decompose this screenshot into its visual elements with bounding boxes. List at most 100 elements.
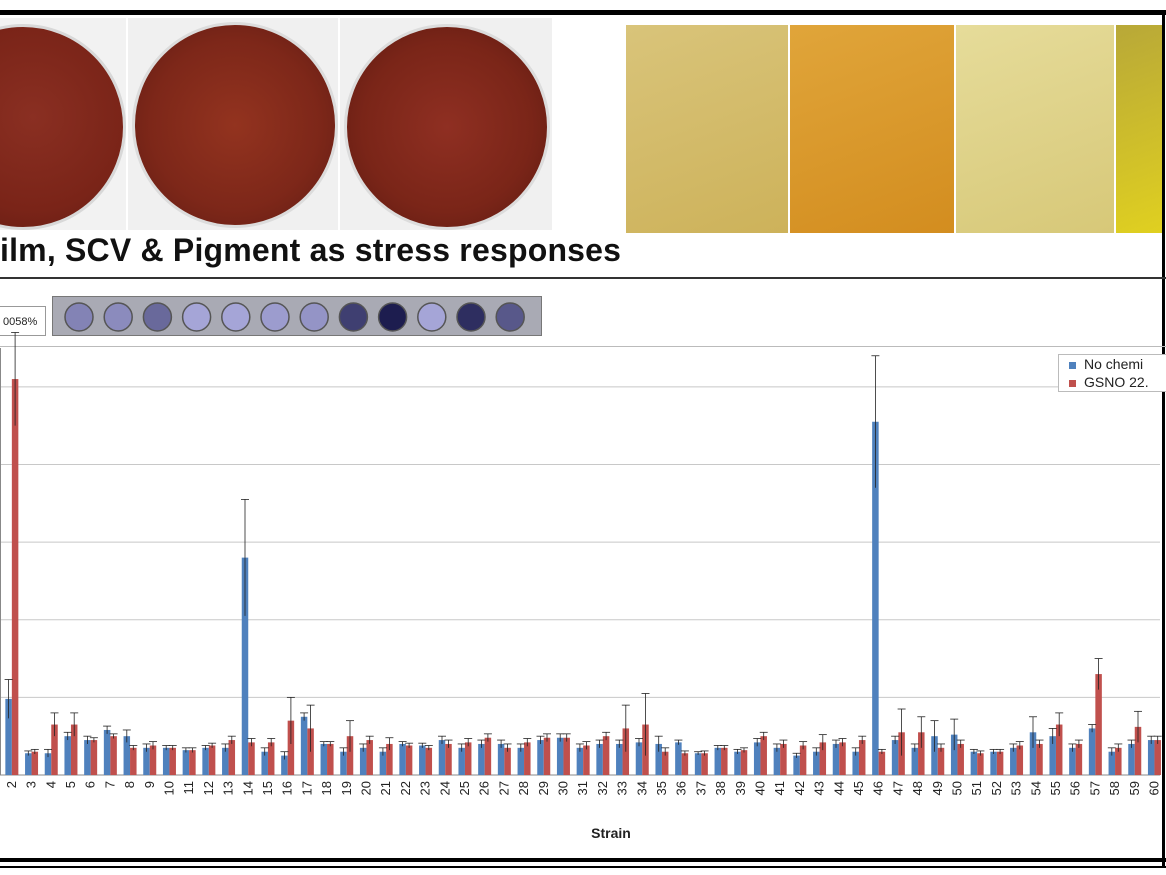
pigment-photo-4 (1116, 25, 1162, 233)
legend-item-gsno: GSNO 22. (1069, 373, 1149, 391)
bar-no-chemi-strain-31 (576, 747, 584, 775)
x-tick-label: 16 (280, 781, 295, 795)
bar-no-chemi-strain-17 (300, 716, 308, 775)
bar-no-chemi-strain-47 (891, 740, 899, 775)
bar-no-chemi-strain-24 (438, 740, 446, 775)
bar-no-chemi-strain-10 (162, 747, 170, 775)
bar-no-chemi-strain-43 (813, 751, 820, 775)
bar-gsno-strain-14 (248, 742, 255, 775)
bar-no-chemi-strain-23 (419, 745, 426, 775)
title-divider (0, 277, 1166, 279)
bar-no-chemi-strain-21 (379, 751, 387, 775)
legend-swatch-red (1069, 379, 1076, 387)
slide-title: ilm, SCV & Pigment as stress responses (0, 232, 622, 268)
x-tick-label: 13 (221, 781, 236, 795)
bar-gsno-strain-5 (70, 724, 78, 775)
well (495, 302, 525, 332)
x-tick-label: 58 (1107, 781, 1122, 795)
x-tick-label: 20 (358, 781, 373, 795)
x-tick-label: 59 (1127, 781, 1142, 795)
x-tick-label: 35 (654, 781, 669, 795)
bar-no-chemi-strain-5 (64, 736, 71, 775)
bar-gsno-strain-25 (464, 742, 472, 775)
x-tick-label: 47 (890, 781, 905, 795)
top-border (0, 10, 1166, 15)
bar-no-chemi-strain-8 (123, 736, 131, 775)
x-tick-label: 12 (201, 781, 216, 795)
pigment-photo-2 (790, 25, 954, 233)
x-tick-label: 41 (772, 781, 787, 795)
bar-no-chemi-strain-41 (773, 747, 781, 775)
bar-no-chemi-strain-12 (202, 747, 209, 775)
x-tick-label: 3 (24, 781, 39, 788)
blood-agar-photo-2 (128, 18, 338, 230)
x-tick-label: 2 (4, 781, 19, 788)
x-tick-label: 28 (516, 781, 531, 795)
x-tick-label: 31 (575, 781, 590, 795)
bar-no-chemi-strain-3 (25, 753, 32, 775)
x-tick-label: 30 (555, 781, 570, 795)
bar-no-chemi-strain-13 (222, 747, 229, 775)
well (456, 302, 486, 332)
bar-gsno-strain-35 (661, 751, 669, 775)
x-tick-label: 34 (634, 781, 649, 795)
bar-no-chemi-strain-33 (616, 743, 623, 775)
well-strip-graphic (64, 302, 525, 332)
bar-gsno-strain-21 (386, 743, 393, 775)
bar-gsno-strain-44 (839, 742, 846, 775)
bar-gsno-strain-39 (740, 750, 748, 775)
bar-gsno-strain-53 (1016, 745, 1024, 775)
bar-gsno-strain-13 (228, 740, 236, 775)
right-border (1162, 10, 1165, 868)
bar-no-chemi-strain-39 (734, 751, 741, 775)
x-tick-label: 17 (299, 781, 314, 795)
bar-no-chemi-strain-42 (793, 755, 800, 775)
bar-no-chemi-strain-58 (1108, 751, 1116, 775)
bar-gsno-strain-43 (819, 742, 827, 775)
bar-no-chemi-strain-6 (84, 740, 91, 775)
x-tick-label: 60 (1146, 781, 1161, 795)
bar-no-chemi-strain-51 (970, 751, 978, 775)
legend-item-no-chemi: No chemi (1069, 355, 1143, 373)
x-tick-label: 23 (418, 781, 433, 795)
bar-gsno-strain-8 (130, 747, 137, 775)
bar-gsno-strain-15 (267, 742, 275, 775)
well (221, 302, 251, 332)
bar-gsno-strain-31 (583, 745, 590, 775)
bar-gsno-strain-32 (602, 736, 610, 775)
x-tick-label: 49 (930, 781, 945, 795)
bar-gsno-strain-50 (957, 743, 964, 775)
bar-gsno-strain-26 (484, 737, 492, 775)
x-tick-label: 25 (457, 781, 472, 795)
x-tick-label: 56 (1068, 781, 1083, 795)
bar-gsno-strain-40 (760, 736, 767, 775)
bar-gsno-strain-42 (799, 745, 807, 775)
bar-no-chemi-strain-14 (241, 557, 249, 775)
bar-no-chemi-strain-38 (714, 747, 722, 775)
bar-gsno-strain-48 (918, 732, 925, 775)
bar-gsno-strain-7 (110, 736, 117, 775)
x-tick-label: 6 (83, 781, 98, 788)
bar-gsno-strain-3 (31, 751, 39, 775)
bar-gsno-strain-9 (149, 745, 157, 775)
bar-no-chemi-strain-16 (281, 755, 288, 775)
bar-gsno-strain-20 (366, 740, 373, 775)
bar-gsno-strain-37 (701, 753, 708, 775)
bar-gsno-strain-56 (1075, 743, 1083, 775)
x-tick-label: 19 (339, 781, 354, 795)
x-tick-label: 38 (713, 781, 728, 795)
bar-no-chemi-strain-9 (143, 747, 150, 775)
bar-gsno-strain-59 (1134, 726, 1142, 775)
bar-no-chemi-strain-40 (753, 742, 761, 775)
x-tick-label: 26 (477, 781, 492, 795)
bar-gsno-strain-55 (1055, 724, 1063, 775)
bar-no-chemi-strain-26 (478, 743, 485, 775)
bar-no-chemi-strain-37 (694, 753, 702, 775)
bar-gsno-strain-19 (346, 736, 354, 775)
bar-no-chemi-strain-35 (655, 743, 662, 775)
bar-gsno-strain-54 (1036, 743, 1043, 775)
x-tick-label: 10 (161, 781, 176, 795)
x-tick-label: 36 (674, 781, 689, 795)
bar-no-chemi-strain-4 (44, 753, 52, 775)
